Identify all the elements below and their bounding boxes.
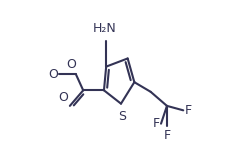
Text: O: O [59,91,68,104]
Text: F: F [163,129,171,142]
Text: F: F [185,104,192,117]
Text: H₂N: H₂N [93,22,117,35]
Text: O: O [48,67,58,80]
Text: O: O [66,58,76,71]
Text: F: F [152,117,159,130]
Text: S: S [118,110,126,123]
